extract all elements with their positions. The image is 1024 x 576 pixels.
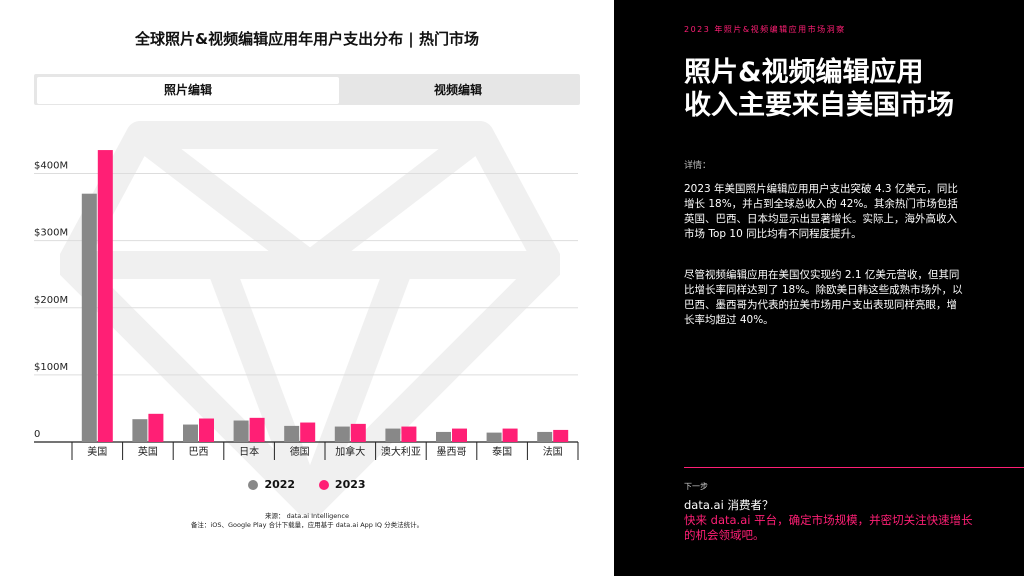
legend-item-2023[interactable]: 2023 [318, 478, 366, 491]
x-tick-label: 墨西哥 [437, 446, 467, 458]
bar-2022 [183, 424, 198, 442]
y-tick-label: $400M [34, 161, 68, 172]
tab-bar: 照片编辑 视频编辑 [34, 74, 580, 105]
legend-label-2023: 2023 [334, 478, 366, 491]
tab-video-editing[interactable]: 视频编辑 [433, 83, 482, 97]
insight-title-line1: 照片&视频编辑应用 [684, 57, 924, 88]
x-tick-label: 法国 [543, 445, 563, 458]
bar-2023 [553, 429, 569, 442]
bar-2023 [148, 413, 164, 442]
y-tick-label: $200M [34, 295, 68, 306]
bar-2022 [233, 420, 249, 442]
bar-2022 [436, 431, 451, 442]
x-tick-label: 澳大利亚 [381, 445, 421, 458]
bar-2022 [132, 419, 148, 442]
bar-2023 [97, 150, 113, 443]
details-paragraph-1: 2023 年美国照片编辑应用用户支出突破 4.3 亿美元，同比增长 18%，并占… [684, 183, 958, 240]
diamond-watermark-icon [60, 121, 560, 515]
details-label: 详情： [684, 161, 712, 171]
bar-chart: 0 $100M $200M $300M $400M 美国 英国 巴西 日本 德国 加拿大 澳大利亚 墨西… [34, 150, 579, 460]
legend-label-2022: 2022 [264, 478, 296, 491]
bar-2023 [452, 428, 467, 442]
cta-link[interactable]: 快来 data.ai 平台，确定市场规模，并密切关注快速增长的机会领域吧。 [684, 513, 973, 542]
bar-2023 [401, 426, 417, 442]
next-step-label: 下一步 [684, 482, 708, 491]
bar-2022 [486, 432, 502, 442]
chart-panel: 全球照片&视频编辑应用年用户支出分布 | 热门市场 照片编辑 视频编辑 0 $10… [0, 30, 614, 529]
x-tick-label: 英国 [138, 445, 158, 458]
bar-2023 [350, 423, 366, 442]
x-tick-label: 泰国 [492, 445, 512, 458]
bar-2023 [199, 418, 214, 442]
insight-header: 2023 年照片&视频编辑应用市场洞察 [684, 25, 846, 34]
insight-title-line2: 收入主要来自美国市场 [684, 90, 954, 121]
legend-dot-2023 [318, 479, 329, 490]
y-tick-label: 0 [34, 429, 40, 440]
legend-item-2022[interactable]: 2022 [248, 478, 295, 491]
bar-2022 [284, 425, 300, 442]
x-tick-label: 日本 [239, 445, 259, 458]
details-paragraph-2: 尽管视频编辑应用在美国仅实现约 2.1 亿美元营收，但其同比增长率同样达到了 1… [684, 269, 963, 326]
insight-panel: 2023 年照片&视频编辑应用市场洞察 照片&视频编辑应用 收入主要来自美国市场… [614, 0, 1024, 576]
footnote: 备注：iOS、Google Play 合计下载量，应用基于 data.ai Ap… [190, 521, 424, 529]
bar-2022 [81, 193, 97, 442]
y-tick-label: $100M [34, 362, 68, 373]
bar-2023 [300, 422, 316, 442]
legend-dot-2022 [248, 479, 259, 490]
x-tick-label: 德国 [290, 445, 310, 458]
divider [684, 467, 1024, 468]
bar-2022 [385, 428, 401, 442]
y-tick-label: $300M [34, 228, 68, 239]
source-note: 来源： data.ai Intelligence [265, 512, 349, 520]
chart-title: 全球照片&视频编辑应用年用户支出分布 | 热门市场 [134, 30, 479, 48]
bar-2023 [249, 417, 265, 442]
bar-2023 [502, 428, 518, 442]
tab-photo-editing[interactable]: 照片编辑 [37, 77, 339, 104]
insight-title: 照片&视频编辑应用 收入主要来自美国市场 [684, 56, 1004, 122]
x-tick-label: 加拿大 [335, 445, 365, 458]
x-tick-label: 美国 [87, 445, 107, 458]
bar-2022 [334, 426, 350, 442]
bar-2022 [537, 431, 553, 442]
x-tick-label: 巴西 [189, 446, 209, 458]
consumer-question: data.ai 消费者？ [684, 498, 774, 512]
chart-legend: 2022 2023 [0, 478, 614, 493]
